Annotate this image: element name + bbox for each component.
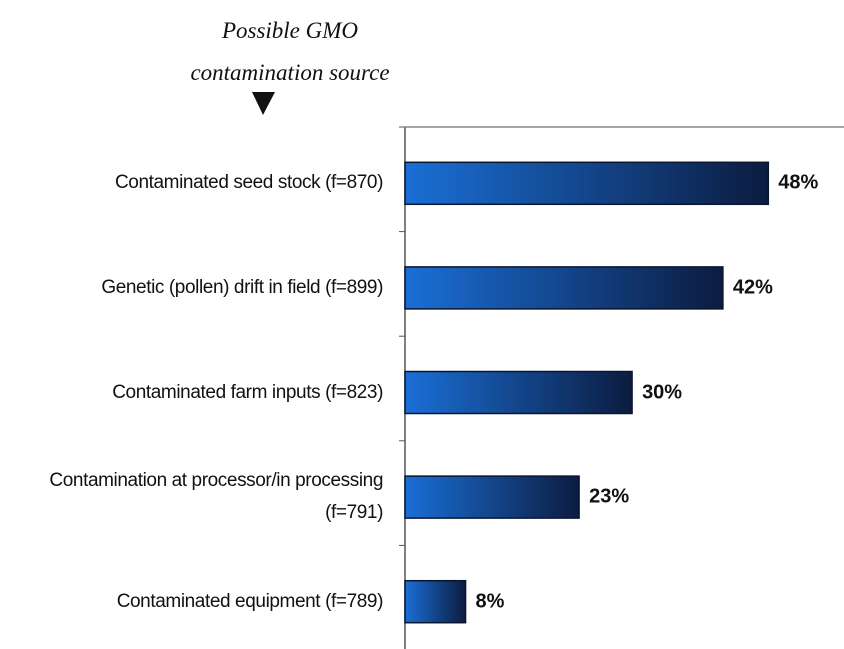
category-label: Contaminated seed stock (f=870) [114,172,383,194]
annotation: Possible GMO contamination source [190,18,390,85]
data-label: 8% [475,590,505,613]
category-label: Contaminated farm inputs (f=823) [112,381,383,403]
bar [404,579,467,624]
category-label: Contaminated equipment (f=789) [116,590,384,612]
bar [404,266,724,310]
data-label: 42% [732,276,773,299]
data-label: 48% [778,171,819,194]
annotation-arrow [252,92,275,115]
category-label: Contamination at processor/in processing… [49,470,383,524]
category-label: Genetic (pollen) drift in field (f=899) [101,276,383,298]
data-label: 23% [589,485,630,508]
bar [404,370,633,415]
bar [404,161,770,206]
bar [404,475,580,519]
data-label: 30% [642,381,683,403]
